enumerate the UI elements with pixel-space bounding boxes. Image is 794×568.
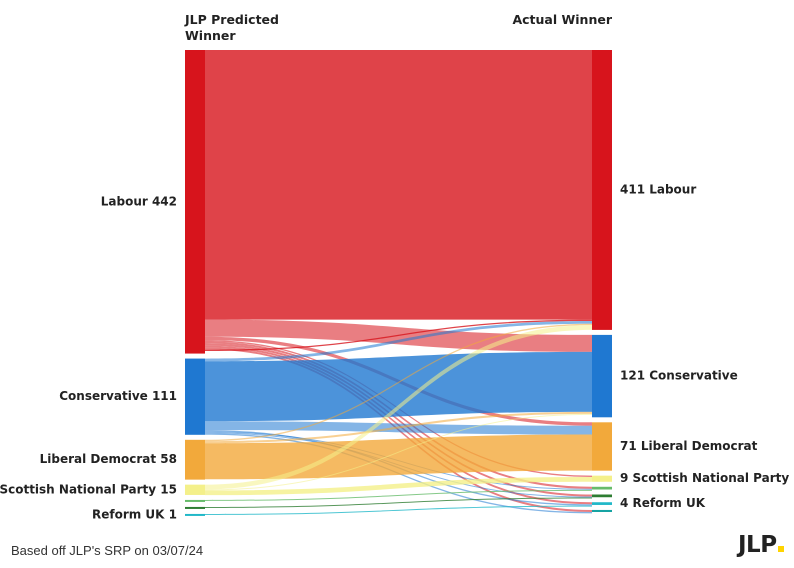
left-label-con: Conservative 111	[59, 389, 177, 403]
flow-con-to-lab-9	[205, 321, 592, 362]
right-node-ref	[592, 502, 612, 505]
left-node-ref	[185, 513, 205, 516]
left-node-lab	[185, 50, 205, 354]
sankey-links	[205, 50, 592, 515]
left-node-snp	[185, 484, 205, 495]
left-node-con	[185, 358, 205, 435]
left-node-oth	[185, 506, 205, 509]
right-node-grn	[592, 486, 612, 490]
sankey-labels: Labour 442 Conservative 111 Liberal Democr…	[0, 182, 789, 521]
flow-snp-to-lab-19	[205, 325, 592, 490]
left-label-ld: Liberal Democrat 58	[40, 452, 177, 466]
right-label-ref: 4 Reform UK	[620, 496, 706, 510]
right-node-ld	[592, 422, 612, 471]
right-label-snp: 9 Scottish National Party	[620, 471, 789, 485]
left-label-ref: Reform UK 1	[92, 507, 177, 521]
flow-snp-to-snp-21	[205, 477, 592, 496]
right-node-ind	[592, 509, 612, 512]
logo-text: JLP	[738, 532, 777, 558]
right-node-oth	[592, 494, 612, 498]
source-note: Based off JLP's SRP on 03/07/24	[11, 543, 204, 558]
right-node-lab	[592, 50, 612, 330]
flow-ld-to-con-17	[205, 411, 592, 444]
flow-grn-to-grn-23	[205, 489, 592, 501]
flow-oth-to-oth-24	[205, 497, 592, 508]
right-axis-title: Actual Winner	[512, 12, 612, 27]
flow-snp-to-con-20	[205, 413, 592, 491]
sankey-nodes	[185, 50, 612, 516]
logo-dot	[777, 546, 784, 552]
right-label-ld: 71 Liberal Democrat	[620, 439, 758, 453]
left-node-grn	[185, 499, 205, 502]
flow-ld-to-lab-16	[205, 323, 592, 442]
flow-lab-to-lab-0	[205, 50, 592, 320]
left-label-lab: Labour 442	[101, 194, 177, 208]
flow-lab-to-lab-8	[205, 319, 592, 352]
left-label-snp: Scottish National Party 15	[0, 482, 177, 496]
left-node-ld	[185, 439, 205, 480]
right-label-con: 121 Conservative	[620, 369, 738, 383]
flow-con-to-con-10	[205, 351, 592, 422]
flow-ref-to-ref-22	[205, 505, 592, 515]
left-axis-title: JLP Predicted Winner	[185, 12, 279, 43]
jlp-logo: JLP	[738, 532, 784, 558]
right-node-snp	[592, 475, 612, 482]
right-node-con	[592, 334, 612, 418]
right-label-lab: 411 Labour	[620, 182, 696, 196]
flow-lab-to-oth-5	[205, 343, 592, 497]
